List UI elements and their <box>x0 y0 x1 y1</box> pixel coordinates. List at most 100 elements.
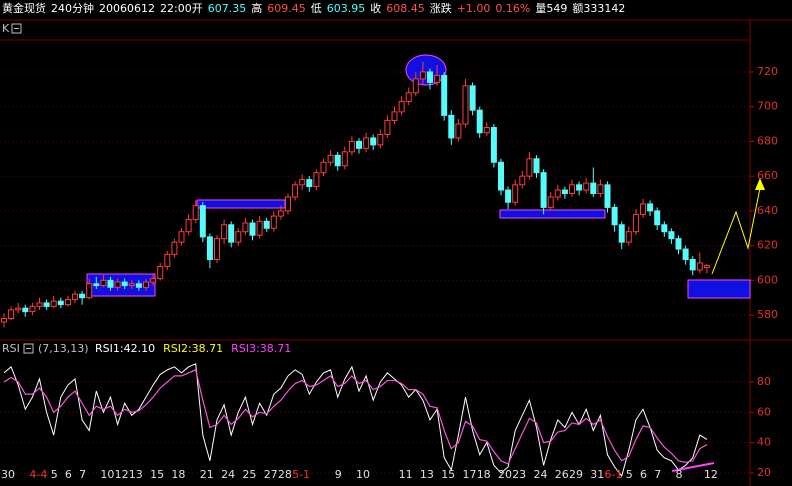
y-tick-label: 680 <box>757 134 778 147</box>
candle-body <box>143 281 149 288</box>
rsi-line <box>3 363 708 478</box>
y-tick-label: 60 <box>757 405 771 418</box>
candle-body <box>427 71 433 83</box>
candle-body <box>334 154 341 167</box>
candle-body <box>64 298 71 306</box>
header-item: 609.45 <box>267 2 306 15</box>
x-tick-label: 13 <box>129 468 143 481</box>
candle-body <box>292 184 299 198</box>
candle-body <box>597 184 604 195</box>
x-tick-label: 21 <box>200 468 214 481</box>
projection-line <box>711 187 761 275</box>
x-tick-label: 24 <box>221 468 235 481</box>
x-tick-label: 8 <box>676 468 683 481</box>
header-item: 603.95 <box>326 2 366 15</box>
x-tick-label: 17 <box>463 468 477 481</box>
header-item: 608.45 <box>386 2 425 15</box>
x-tick-label: 12 <box>704 468 718 481</box>
candle-body <box>462 85 469 125</box>
candle-body <box>192 205 199 221</box>
candle-body <box>121 281 128 287</box>
x-tick-label: 9 <box>335 468 342 481</box>
candle-body <box>547 196 554 208</box>
x-tick-label: 20 <box>498 468 512 481</box>
candle-body <box>441 74 448 116</box>
y-tick-label: 40 <box>757 436 771 449</box>
candle-body <box>36 302 43 307</box>
panel-label: K <box>2 22 10 35</box>
y-tick-label: 660 <box>757 169 778 182</box>
candle-body <box>632 213 639 233</box>
candle-body <box>476 109 483 134</box>
candle-body <box>469 85 476 111</box>
header-item: 0.16% <box>495 2 531 15</box>
candle-body <box>242 222 249 233</box>
candle-body <box>235 231 242 243</box>
candle-body <box>419 71 426 80</box>
candle-body <box>320 161 327 174</box>
candle-body <box>526 158 533 177</box>
candle-body <box>327 154 334 163</box>
candle-body <box>1 318 7 323</box>
candle-body <box>206 236 213 261</box>
candle-body <box>611 206 618 226</box>
x-tick-label: 5-1 <box>292 468 310 481</box>
candle-body <box>640 203 646 215</box>
header-item: 低 <box>310 2 322 15</box>
x-tick-label: 13 <box>420 468 434 481</box>
rsi-line <box>3 369 708 465</box>
candle-body <box>199 205 206 238</box>
x-tick-label: 18 <box>171 468 185 481</box>
x-tick-label: 18 <box>477 468 491 481</box>
candle-body <box>363 137 370 149</box>
candle-body <box>661 224 668 233</box>
candle-body <box>512 184 519 203</box>
candle-body <box>150 278 157 283</box>
candle-body <box>391 111 398 122</box>
x-tick-label: 15 <box>441 468 455 481</box>
candle-body <box>100 279 107 287</box>
candle-body <box>128 283 135 287</box>
collapse-icon[interactable] <box>23 343 34 354</box>
candle-body <box>370 137 377 146</box>
candle-body <box>498 161 504 191</box>
x-tick-label: 7 <box>79 468 86 481</box>
header-item: 黄金现货 <box>2 2 46 15</box>
candle-body <box>15 307 22 311</box>
candle-body <box>171 241 178 255</box>
candle-body <box>583 182 590 191</box>
candle-body <box>377 133 384 146</box>
y-tick-label: 20 <box>757 466 771 479</box>
x-tick-label: 5 <box>51 468 58 481</box>
candle-body <box>72 293 78 300</box>
candle-body <box>164 253 171 267</box>
candle-body <box>647 203 654 212</box>
x-tick-label: 25 <box>242 468 256 481</box>
candle-body <box>696 262 703 271</box>
candle-body <box>50 300 57 307</box>
rsi-line <box>3 369 708 465</box>
collapse-icon[interactable] <box>11 23 22 34</box>
candle-body <box>57 300 64 306</box>
y-tick-label: 600 <box>757 273 778 286</box>
header-item: 240分钟 <box>51 2 94 15</box>
candle-body <box>405 92 412 102</box>
header-item: 额333142 <box>572 2 626 15</box>
legend-entry: RSI2:38.71 <box>163 342 223 355</box>
candle-body <box>668 231 675 240</box>
candle-body <box>356 140 362 149</box>
candle-body <box>256 220 263 236</box>
header-item: +1.00 <box>456 2 491 15</box>
candle-body <box>8 309 15 320</box>
candle-body <box>483 127 490 134</box>
annotations <box>86 54 765 299</box>
candle-body <box>135 283 142 288</box>
candle-body <box>654 210 661 226</box>
candle-body <box>604 184 611 208</box>
candle-body <box>561 189 568 195</box>
legend-entry: RSI1:42.10 <box>95 342 155 355</box>
candle-body <box>554 189 561 198</box>
candle-body <box>412 78 419 94</box>
